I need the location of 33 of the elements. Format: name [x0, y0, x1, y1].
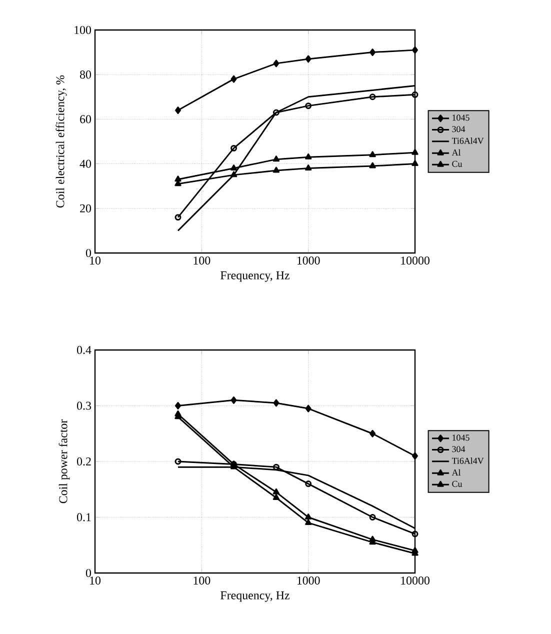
y-tick-label: 0.1: [76, 513, 91, 522]
y-tick-label: 0.3: [76, 402, 92, 410]
y-tick-label: 0.2: [76, 457, 91, 466]
y-tick-label: 80: [80, 70, 92, 79]
legend-label: Al: [452, 469, 461, 476]
x-axis-title: Frequency, Hz: [220, 591, 290, 602]
y-tick-label: 100: [74, 26, 92, 34]
x-tick-label: 100: [194, 256, 210, 265]
y-tick-label: 0: [86, 568, 92, 578]
y-axis-title: Coil power factor: [58, 419, 70, 504]
legend-label: 1045: [452, 434, 470, 441]
legend-label: Ti6Al4V: [452, 138, 484, 144]
x-tick-label: 10: [90, 256, 101, 265]
y-tick-label: 0: [86, 248, 92, 258]
y-tick-label: 0.4: [76, 346, 92, 354]
legend-label: 304: [452, 446, 466, 452]
y-tick-label: 20: [80, 204, 92, 212]
y-axis-title: Coil electrical efficiency, %: [56, 75, 67, 208]
x-tick-label: 10000: [401, 256, 430, 265]
x-tick-label: 10000: [401, 576, 430, 585]
legend-label: Cu: [452, 160, 462, 167]
legend-label: 1045: [452, 114, 470, 121]
legend-label: Cu: [452, 480, 462, 487]
x-tick-label: 100: [194, 576, 210, 585]
legend-label: 304: [452, 126, 466, 132]
x-tick-label: 1000: [297, 256, 320, 265]
y-tick-label: 40: [80, 160, 92, 168]
x-axis-title: Frequency, Hz: [220, 271, 290, 282]
y-tick-label: 60: [80, 115, 92, 124]
legend-label: Ti6Al4V: [452, 458, 484, 464]
x-tick-label: 1000: [297, 576, 320, 585]
x-tick-label: 10: [90, 576, 101, 585]
legend-label: Al: [452, 149, 461, 156]
